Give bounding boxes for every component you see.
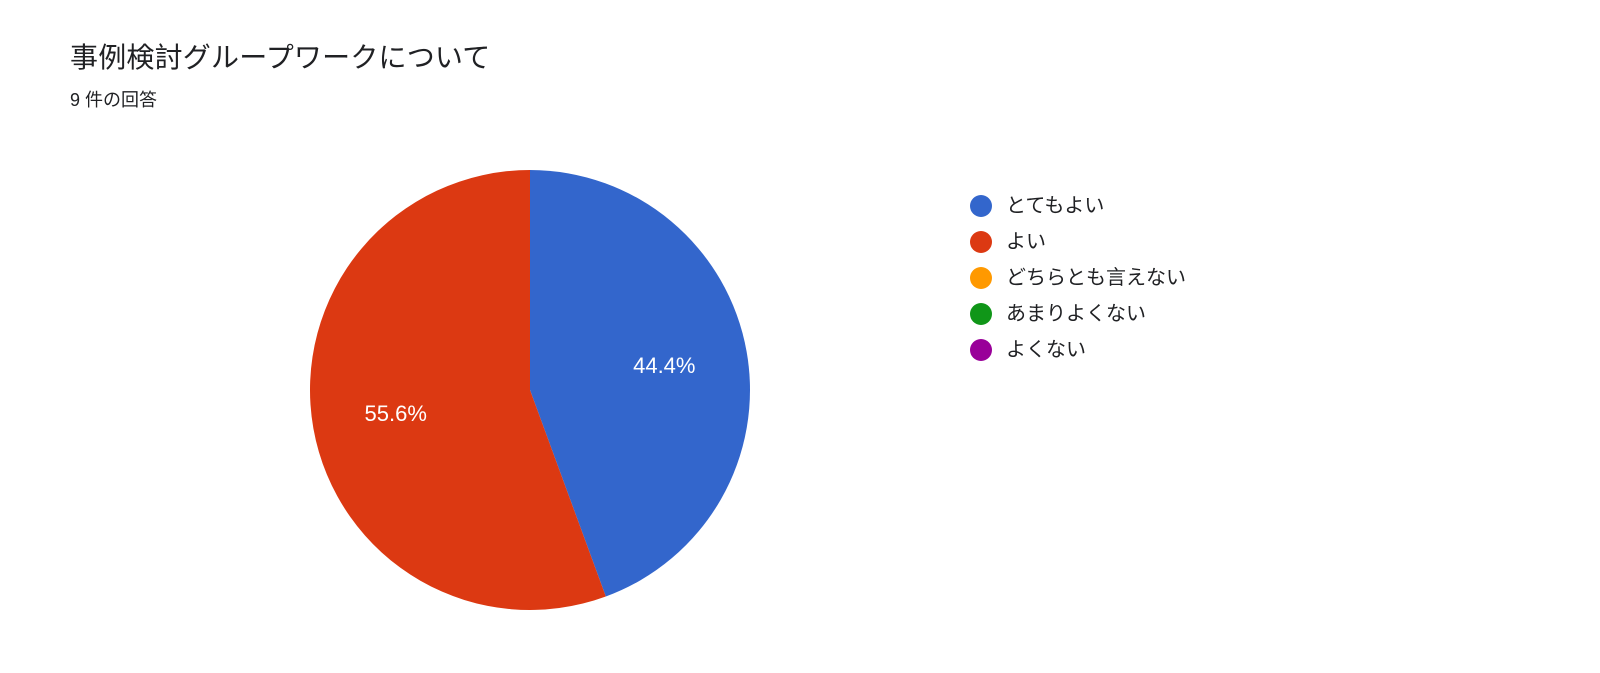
legend-item[interactable]: よい <box>970 228 1186 256</box>
legend-swatch <box>970 231 992 253</box>
legend-item[interactable]: とてもよい <box>970 192 1186 220</box>
pie-chart: 44.4% 55.6% <box>300 160 760 620</box>
legend-swatch <box>970 303 992 325</box>
legend-label: とてもよい <box>1006 192 1104 220</box>
legend-swatch <box>970 267 992 289</box>
legend-swatch <box>970 195 992 217</box>
chart-title: 事例検討グループワークについて <box>70 36 490 76</box>
legend-label: あまりよくない <box>1006 300 1146 328</box>
legend-item[interactable]: どちらとも言えない <box>970 264 1186 292</box>
slice-data-label: 55.6% <box>365 401 427 426</box>
chart-container: { "header": { "title": "事例検討グループワークについて"… <box>0 0 1600 673</box>
legend-label: どちらとも言えない <box>1006 264 1186 292</box>
pie-svg: 44.4% 55.6% <box>300 160 760 620</box>
legend: とてもよいよいどちらとも言えないあまりよくないよくない <box>970 192 1186 372</box>
response-count: 9 件の回答 <box>70 86 490 112</box>
slice-data-label: 44.4% <box>633 353 695 378</box>
legend-label: よい <box>1006 228 1046 256</box>
legend-item[interactable]: よくない <box>970 336 1186 364</box>
chart-header: 事例検討グループワークについて 9 件の回答 <box>70 36 490 112</box>
legend-label: よくない <box>1006 336 1086 364</box>
legend-item[interactable]: あまりよくない <box>970 300 1186 328</box>
legend-swatch <box>970 339 992 361</box>
